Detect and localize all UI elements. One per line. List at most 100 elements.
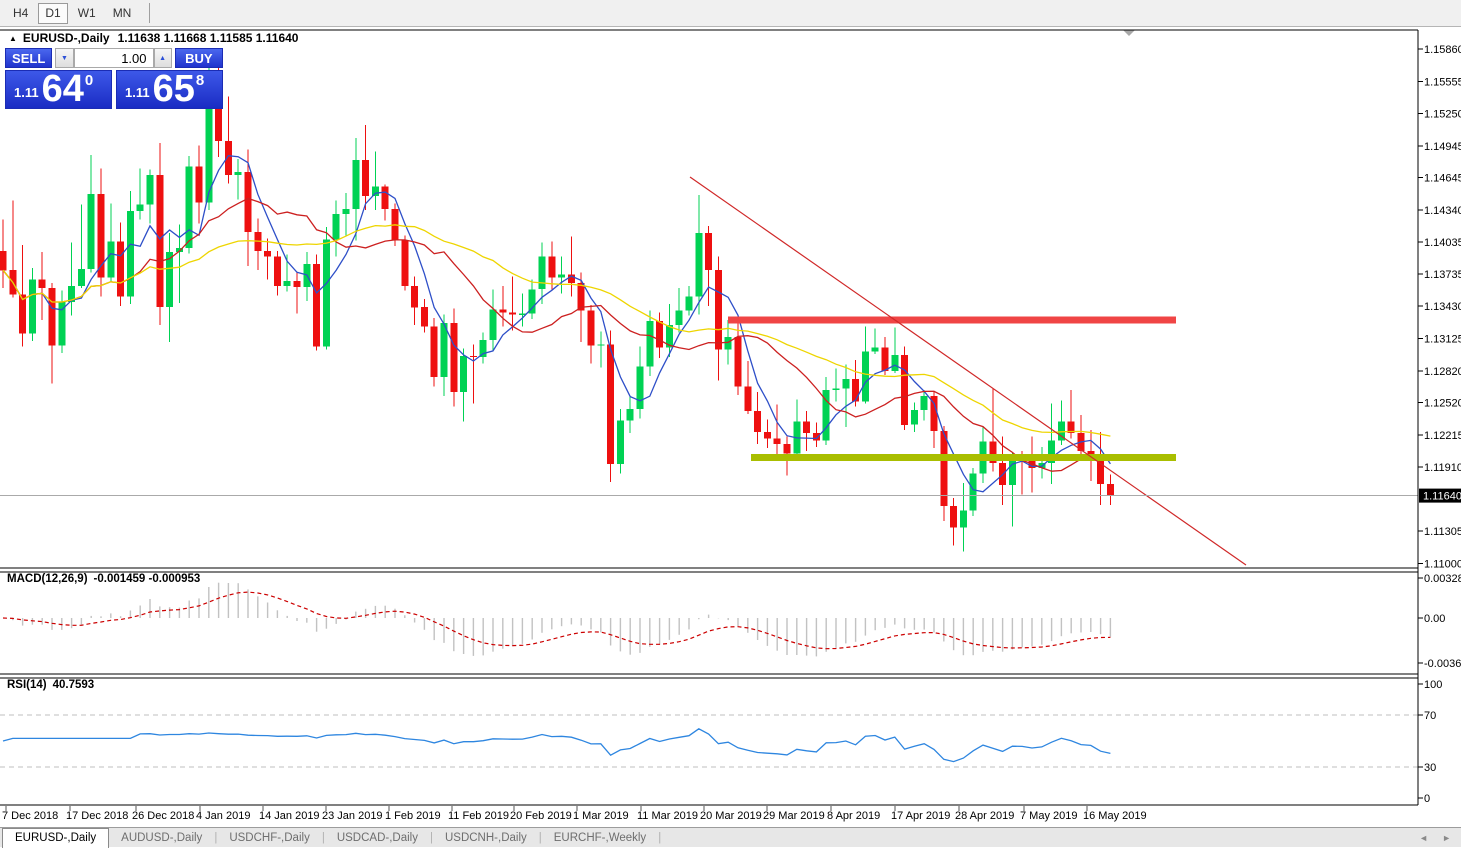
candle-body xyxy=(675,310,683,326)
price-tick-label: 1.12820 xyxy=(1424,366,1461,378)
rsi-tick-label: 100 xyxy=(1424,679,1442,691)
date-tick-label[interactable]: 1 Feb 2019 xyxy=(385,810,441,822)
tab-scroll-left-icon[interactable]: ◄ xyxy=(1419,832,1429,843)
date-tick-label[interactable]: 1 Mar 2019 xyxy=(573,810,629,822)
candle-body xyxy=(371,186,379,197)
timeframe-d1-button[interactable]: D1 xyxy=(38,2,68,24)
date-tick-label[interactable]: 4 Jan 2019 xyxy=(196,810,250,822)
date-tick-label[interactable]: 17 Dec 2018 xyxy=(66,810,128,822)
macd-tick-label: 0.00 xyxy=(1424,613,1445,625)
collapse-chart-icon[interactable]: ▲ xyxy=(9,33,17,43)
candle-body xyxy=(283,280,291,287)
date-tick-label[interactable]: 7 May 2019 xyxy=(1020,810,1077,822)
candle-body xyxy=(185,166,193,248)
price-tick-label: 1.14035 xyxy=(1424,237,1461,249)
candle-body xyxy=(646,321,654,367)
timeframe-h4-button[interactable]: H4 xyxy=(6,3,35,24)
tab-usdcad-daily[interactable]: USDCAD-,Daily xyxy=(336,831,418,844)
buy-button[interactable]: BUY xyxy=(174,48,223,68)
current-price-badge-text: 1.11640 xyxy=(1423,491,1461,503)
candle-body xyxy=(901,354,909,425)
date-tick-label[interactable]: 20 Feb 2019 xyxy=(510,810,572,822)
sell-button[interactable]: SELL xyxy=(5,48,53,68)
buy-price-box[interactable]: 1.11 65 8 xyxy=(116,70,223,109)
date-tick-label[interactable]: 11 Mar 2019 xyxy=(637,810,698,822)
price-tick-label: 1.12520 xyxy=(1424,398,1461,410)
candle-body xyxy=(959,510,967,528)
candle-body xyxy=(352,160,360,209)
candle-body xyxy=(332,214,340,240)
candle-body xyxy=(1008,457,1016,485)
candle-body xyxy=(273,256,281,286)
macd-tick-label: 0.003287 xyxy=(1424,573,1461,585)
candle-body xyxy=(440,323,448,378)
candle-body xyxy=(126,210,134,297)
volume-decrease-button[interactable]: ▼ xyxy=(55,48,74,68)
candle-body xyxy=(685,296,693,311)
rsi-line xyxy=(2,728,1111,763)
tab-usdcnh-daily[interactable]: USDCNH-,Daily xyxy=(444,831,527,844)
date-tick-label[interactable]: 7 Dec 2018 xyxy=(2,810,58,822)
rsi-value: 40.7593 xyxy=(52,679,95,691)
buy-price-sup: 8 xyxy=(195,72,205,89)
support-line[interactable] xyxy=(751,454,1176,461)
macd-label: MACD(12,26,9) xyxy=(7,573,88,585)
tab-eurchf-weekly[interactable]: EURCHF-,Weekly xyxy=(553,831,647,844)
candle-body xyxy=(636,366,644,409)
macd-pane xyxy=(2,582,1112,657)
price-tick-label: 1.14945 xyxy=(1424,141,1461,153)
sell-price-big: 64 xyxy=(41,68,84,111)
rsi-pane xyxy=(0,714,1418,768)
candle-body xyxy=(489,309,497,341)
date-tick-label[interactable]: 29 Mar 2019 xyxy=(763,810,825,822)
ma-mid-line xyxy=(2,197,1111,472)
tab-audusd-daily[interactable]: AUDUSD-,Daily xyxy=(121,831,203,844)
candle-body xyxy=(195,166,203,203)
candle-body xyxy=(293,280,301,288)
candle-body xyxy=(607,344,615,464)
date-tick-label[interactable]: 23 Jan 2019 xyxy=(322,810,383,822)
tab-usdchf-daily[interactable]: USDCHF-,Daily xyxy=(229,831,310,844)
resistance-line[interactable] xyxy=(728,316,1176,324)
date-tick-label[interactable]: 28 Apr 2019 xyxy=(955,810,1014,822)
candle-body xyxy=(313,263,321,347)
candle-body xyxy=(518,313,526,315)
timeframe-mn-button[interactable]: MN xyxy=(106,3,139,24)
date-tick-label[interactable]: 26 Dec 2018 xyxy=(132,810,194,822)
scroll-to-end-icon[interactable] xyxy=(1123,30,1135,36)
candle-body xyxy=(861,351,869,402)
rsi-pane-title: RSI(14) 40.7593 xyxy=(7,679,94,691)
date-tick-label[interactable]: 16 May 2019 xyxy=(1083,810,1147,822)
descending-trendline[interactable] xyxy=(689,176,1247,566)
date-tick-label[interactable]: 11 Feb 2019 xyxy=(448,810,509,822)
candle-body xyxy=(430,326,438,378)
candle-body xyxy=(97,194,105,278)
rsi-tick-label: 70 xyxy=(1424,710,1436,722)
candle-body xyxy=(450,323,458,392)
candle-body xyxy=(558,274,566,278)
candle-body xyxy=(891,354,899,371)
date-tick-label[interactable]: 20 Mar 2019 xyxy=(700,810,762,822)
ma-fast-line xyxy=(2,155,1111,493)
candle-body xyxy=(528,289,536,314)
volume-input[interactable] xyxy=(73,48,154,68)
candle-body xyxy=(146,174,154,205)
candle-body xyxy=(234,171,242,175)
one-click-trading-panel: SELL ▼ ▲ BUY 1.11 64 0 1.11 65 8 xyxy=(5,48,223,109)
candle-body xyxy=(597,344,605,346)
candle-body xyxy=(322,239,330,347)
date-tick-label[interactable]: 17 Apr 2019 xyxy=(891,810,950,822)
candle-body xyxy=(244,171,252,233)
candle-body xyxy=(930,396,938,432)
date-tick-label[interactable]: 14 Jan 2019 xyxy=(259,810,320,822)
trade-panel-prices: 1.11 64 0 1.11 65 8 xyxy=(5,70,223,109)
date-tick-label[interactable]: 8 Apr 2019 xyxy=(827,810,880,822)
tab-separator: | xyxy=(321,831,325,844)
tab-eurusd-daily[interactable]: EURUSD-,Daily xyxy=(2,827,110,848)
sell-price-small: 1.11 xyxy=(14,85,39,100)
sell-price-box[interactable]: 1.11 64 0 xyxy=(5,70,112,109)
timeframe-w1-button[interactable]: W1 xyxy=(71,3,103,24)
tab-scroll-right-icon[interactable]: ► xyxy=(1442,832,1451,843)
volume-increase-button[interactable]: ▲ xyxy=(153,48,172,68)
